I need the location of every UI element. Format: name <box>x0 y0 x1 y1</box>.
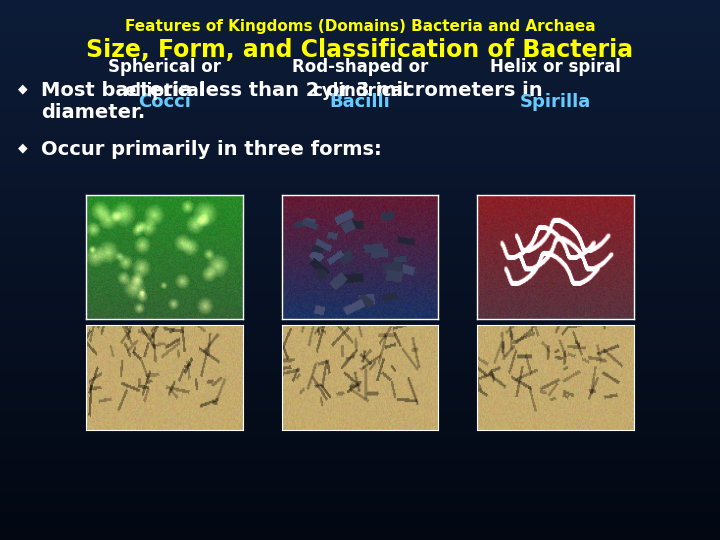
Text: Bacilli: Bacilli <box>330 93 390 111</box>
Text: Occur primarily in three forms:: Occur primarily in three forms: <box>41 140 382 159</box>
Text: Spirilla: Spirilla <box>521 93 591 111</box>
Text: ◆: ◆ <box>18 141 27 154</box>
Text: Spherical or
elliptical: Spherical or elliptical <box>108 58 220 100</box>
Text: Rod-shaped or
cylindrical: Rod-shaped or cylindrical <box>292 58 428 100</box>
Text: ◆: ◆ <box>18 82 27 95</box>
Text: Cocci: Cocci <box>138 93 191 111</box>
Text: Helix or spiral: Helix or spiral <box>490 58 621 76</box>
Text: Most bacteria less than 2 or 3 micrometers in: Most bacteria less than 2 or 3 micromete… <box>41 81 543 100</box>
Text: Features of Kingdoms (Domains) Bacteria and Archaea: Features of Kingdoms (Domains) Bacteria … <box>125 19 595 34</box>
Text: Size, Form, and Classification of Bacteria: Size, Form, and Classification of Bacter… <box>86 38 634 62</box>
Text: diameter.: diameter. <box>41 103 145 122</box>
